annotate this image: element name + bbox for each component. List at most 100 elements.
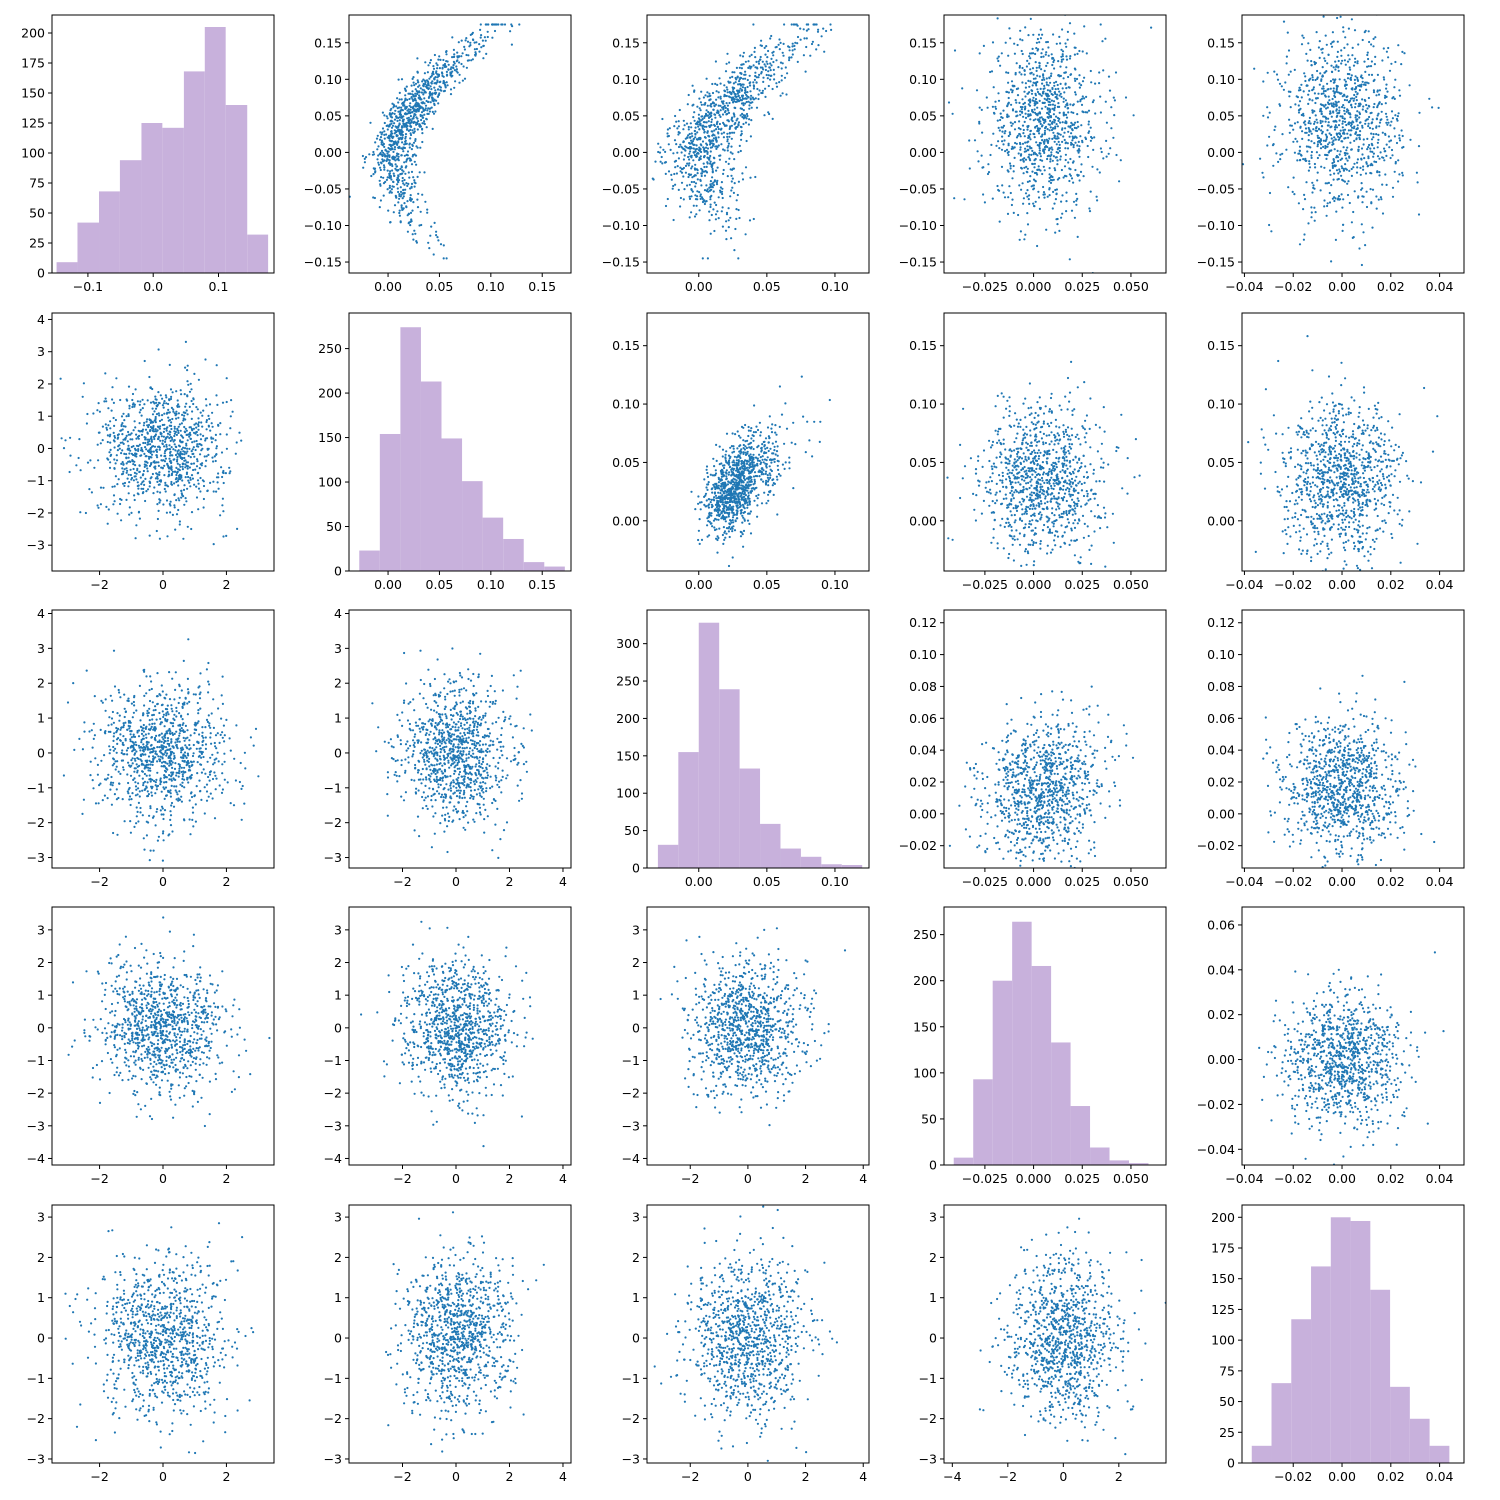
scatter-point (1053, 167, 1056, 170)
scatter-point (393, 204, 397, 207)
scatter-point (112, 439, 115, 442)
scatter-point (757, 97, 760, 101)
scatter-point (78, 438, 81, 441)
scatter-point (378, 138, 382, 141)
scatter-point (415, 89, 418, 93)
scatter-point (1000, 116, 1003, 119)
scatter-point (987, 163, 990, 166)
scatter-point (392, 106, 395, 109)
scatter-point (749, 176, 752, 179)
scatter-point (193, 423, 196, 426)
scatter-point (215, 453, 218, 456)
scatter-point (153, 402, 156, 405)
scatter-point (735, 78, 738, 81)
scatter-point (435, 99, 438, 102)
scatter-point (723, 111, 727, 114)
scatter-point (700, 174, 703, 178)
scatter-point (397, 201, 400, 204)
scatter-point (1056, 159, 1059, 162)
scatter-point (372, 196, 375, 199)
x-tick-label: 0.15 (528, 279, 556, 294)
scatter-point (714, 82, 717, 85)
scatter-point (1376, 104, 1379, 107)
scatter-point (140, 483, 143, 486)
scatter-point (769, 78, 772, 81)
scatter-point (715, 128, 718, 131)
scatter-point (706, 152, 709, 155)
scatter-point (1029, 175, 1032, 178)
scatter-point (127, 485, 130, 488)
scatter-point (1300, 96, 1303, 99)
scatter-point (1367, 122, 1370, 125)
scatter-point (221, 475, 224, 479)
scatter-point (463, 48, 466, 51)
scatter-point (795, 23, 798, 26)
scatter-point (1041, 172, 1044, 176)
scatter-point (741, 115, 744, 119)
scatter-point (773, 73, 776, 76)
y-tick-label: 0.10 (314, 72, 342, 87)
scatter-point (1050, 53, 1053, 56)
scatter-point (1391, 186, 1395, 189)
scatter-point (1333, 160, 1336, 164)
scatter-point (163, 487, 166, 491)
scatter-point (1328, 191, 1331, 195)
scatter-point (697, 125, 700, 128)
scatter-point (1293, 122, 1297, 125)
scatter-point (155, 401, 158, 404)
scatter-point (138, 403, 141, 406)
scatter-point (1008, 162, 1012, 165)
scatter-point (754, 175, 757, 179)
scatter-point (1028, 153, 1031, 156)
scatter-point (705, 121, 708, 124)
scatter-point (711, 167, 714, 171)
scatter-point (732, 167, 735, 170)
scatter-point (736, 193, 739, 197)
scatter-point (158, 427, 161, 430)
scatter-point (406, 184, 409, 187)
scatter-point (1007, 71, 1010, 74)
scatter-point (442, 244, 445, 247)
scatter-point (401, 131, 404, 134)
scatter-point (1288, 118, 1291, 121)
scatter-point (170, 472, 174, 475)
scatter-point (741, 178, 745, 181)
scatter-point (509, 30, 512, 33)
scatter-point (735, 98, 739, 101)
scatter-point (679, 205, 682, 208)
scatter-point (737, 83, 740, 86)
scatter-point (1083, 76, 1086, 79)
scatter-point (682, 175, 685, 178)
scatter-point (188, 435, 191, 438)
scatter-point (1325, 214, 1328, 217)
scatter-point (1038, 132, 1041, 135)
scatter-point (1058, 149, 1061, 153)
scatter-point (712, 137, 716, 140)
scatter-point (201, 479, 204, 482)
scatter-point (1296, 159, 1299, 162)
scatter-point (674, 114, 677, 118)
scatter-point (1024, 233, 1027, 236)
scatter-point (1022, 172, 1025, 175)
scatter-point (1009, 37, 1012, 40)
scatter-point (180, 393, 183, 396)
y-tick-label: 0.00 (909, 145, 937, 160)
scatter-point (1023, 90, 1026, 93)
scatter-point (730, 137, 733, 140)
scatter-point (397, 174, 400, 177)
scatter-point (749, 81, 752, 84)
scatter-point (399, 173, 402, 176)
scatter-point (98, 410, 101, 413)
scatter-point (820, 35, 823, 38)
scatter-point (722, 100, 725, 103)
scatter-point (1305, 52, 1308, 56)
scatter-point (995, 144, 998, 147)
scatter-point (1335, 156, 1338, 159)
scatter-point (783, 23, 786, 26)
scatter-point (137, 449, 140, 452)
scatter-point (744, 70, 747, 73)
scatter-point (129, 473, 132, 477)
scatter-point (1105, 139, 1108, 142)
scatter-point (686, 136, 689, 139)
